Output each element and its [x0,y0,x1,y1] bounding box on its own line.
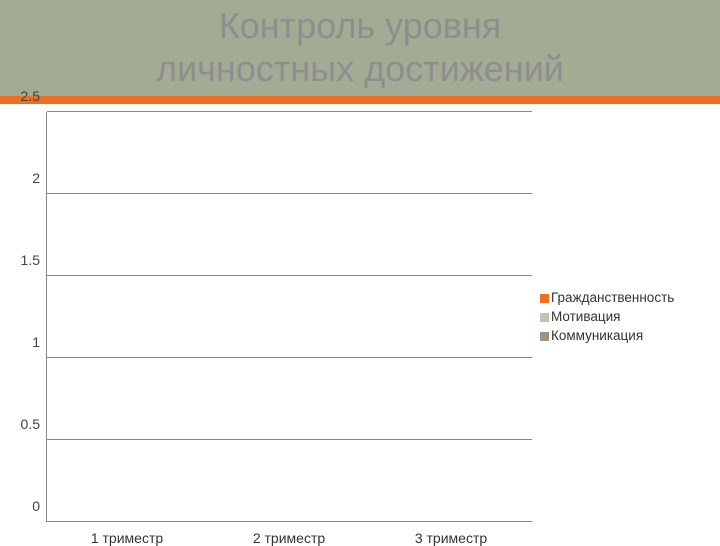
y-tick-label: 0.5 [21,416,40,432]
y-tick-label: 1 [32,334,40,350]
accent-divider [0,96,720,104]
y-tick-label: 1.5 [21,252,40,268]
gridline [47,357,532,358]
page-header: Контроль уровня личностных достижений [0,0,720,96]
legend-label: Коммуникация [551,328,643,345]
gridline [47,275,532,276]
bars-layer [47,112,532,521]
legend-label: Мотивация [551,309,620,326]
legend-swatch [540,294,549,303]
gridline [47,111,532,112]
x-axis-labels: 1 триместр2 триместр3 триместр [46,530,532,546]
legend-item: Мотивация [540,309,710,326]
legend-item: Гражданственность [540,290,710,307]
legend-swatch [540,332,549,341]
y-tick-label: 2 [32,170,40,186]
gridline [47,439,532,440]
y-tick-label: 0 [32,498,40,514]
x-tick-label: 3 триместр [370,530,532,546]
legend: Гражданственность Мотивация Коммуникация [532,112,710,522]
legend-label: Гражданственность [551,290,674,307]
y-axis: 00.511.522.5 [10,112,46,522]
x-tick-label: 1 триместр [46,530,208,546]
gridline [47,193,532,194]
y-tick-label: 2.5 [21,88,40,104]
plot-area [46,112,532,522]
chart-container: 00.511.522.5 1 триместр2 триместр3 триме… [0,104,720,522]
title-line-2: личностных достижений [156,48,564,89]
x-tick-label: 2 триместр [208,530,370,546]
legend-swatch [540,313,549,322]
chart-main: 00.511.522.5 1 триместр2 триместр3 триме… [10,112,532,522]
legend-item: Коммуникация [540,328,710,345]
title-line-1: Контроль уровня [219,5,502,46]
